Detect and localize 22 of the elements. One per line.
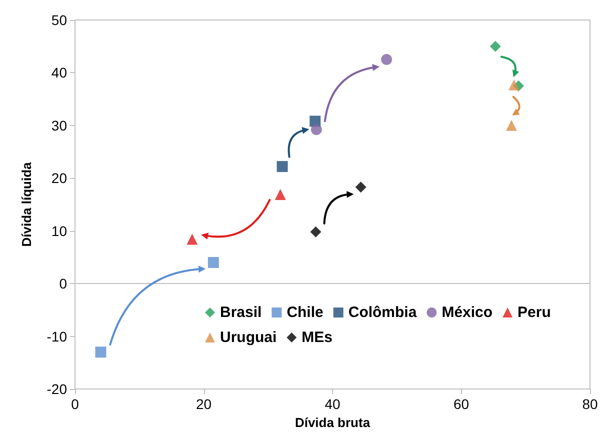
y-tick-label: 20	[51, 170, 68, 186]
y-tick-label: 10	[51, 222, 68, 239]
legend-label: MEs	[302, 329, 333, 346]
y-tick-label: 40	[51, 64, 68, 81]
legend-label: Brasil	[220, 304, 262, 321]
x-tick-label: 20	[196, 396, 212, 412]
legend-label: Peru	[518, 304, 551, 321]
legend-label: Chile	[286, 304, 324, 321]
y-tick-label: 50	[51, 12, 68, 28]
y-axis-title: Dívida líquida	[19, 161, 34, 247]
y-tick-label: -10	[46, 328, 68, 344]
legend-label: México	[442, 304, 493, 321]
x-tick-label: 60	[453, 396, 470, 412]
y-tick-label: -20	[46, 381, 68, 397]
y-tick-label: 30	[51, 117, 68, 134]
legend-label: Colômbia	[348, 304, 418, 321]
x-tick-label: 80	[582, 396, 598, 412]
x-tick-label: 0	[71, 396, 80, 412]
y-tick-label: 0	[59, 276, 68, 292]
legend-label: Uruguai	[220, 329, 277, 346]
x-axis-title: Dívida bruta	[294, 414, 371, 430]
x-tick-label: 40	[324, 396, 340, 412]
